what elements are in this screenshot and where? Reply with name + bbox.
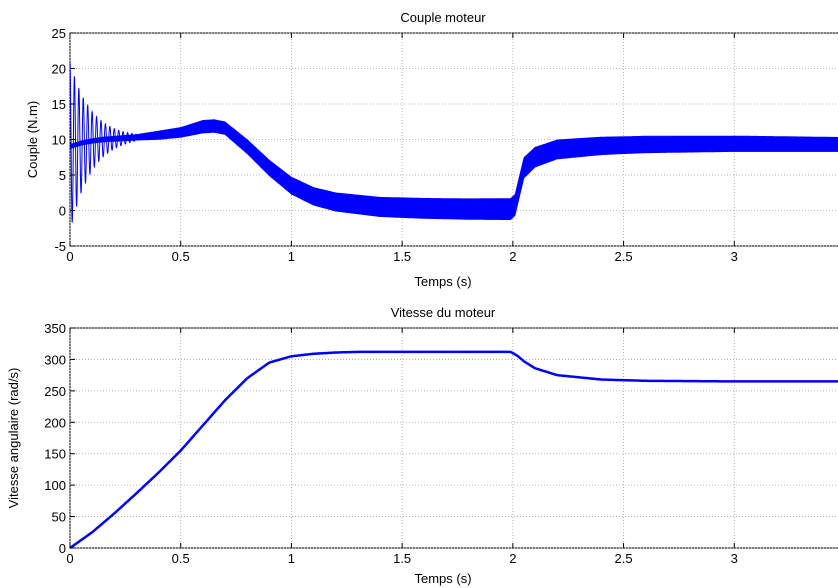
torque-y-tick-label: 5	[59, 168, 66, 183]
speed-y-tick-label: 350	[44, 321, 66, 336]
speed-x-tick-label: 0.5	[172, 551, 190, 566]
torque-y-tick-label: 15	[52, 97, 66, 112]
torque-x-tick-label: 1.5	[393, 249, 411, 264]
torque-series	[69, 61, 838, 223]
torque-x-tick-label: 0.5	[172, 249, 190, 264]
torque-x-tick-label: 1	[288, 249, 295, 264]
torque-title: Couple moteur	[400, 10, 486, 25]
torque-x-tick-label: 3	[731, 249, 738, 264]
speed-series	[69, 350, 838, 550]
speed-x-tick-label: 2	[509, 551, 516, 566]
torque-y-tick-label: 0	[59, 204, 66, 219]
speed-x-tick-label: 1	[288, 551, 295, 566]
torque-y-tick-label: 20	[52, 62, 66, 77]
speed-axes-frame	[69, 327, 838, 549]
torque-x-axis-label: Temps (s)	[414, 274, 471, 289]
torque-x-tick-label: 2	[509, 249, 516, 264]
torque-transient-line	[69, 61, 137, 223]
speed-x-axis-label: Temps (s)	[414, 571, 471, 586]
speed-y-tick-label: 200	[44, 415, 66, 430]
speed-x-tick-label: 1.5	[393, 551, 411, 566]
speed-y-axis-label: Vitesse angulaire (rad/s)	[6, 368, 21, 509]
speed-y-tick-label: 150	[44, 447, 66, 462]
speed-y-tick-label: 250	[44, 384, 66, 399]
speed-y-tick-label: 0	[59, 541, 66, 556]
torque-x-tick-label: 0	[66, 249, 73, 264]
torque-y-tick-label: -5	[54, 239, 66, 254]
torque-y-axis-label: Couple (N.m)	[25, 101, 40, 178]
speed-y-tick-label: 300	[44, 352, 66, 367]
speed-y-tick-label: 50	[52, 510, 66, 525]
speed-x-tick-label: 0	[66, 551, 73, 566]
speed-x-tick-label: 2.5	[615, 551, 633, 566]
torque-band	[69, 119, 838, 220]
speed-ticks: 0 0.5 1 1.5 2 2.5 3 0 50 100 150 200 250 300 350	[44, 321, 738, 566]
speed-title: Vitesse du moteur	[391, 305, 496, 320]
torque-y-tick-label: 10	[52, 133, 66, 148]
speed-x-tick-label: 3	[731, 551, 738, 566]
speed-y-tick-label: 100	[44, 478, 66, 493]
speed-grid	[69, 327, 838, 549]
torque-y-tick-label: 25	[52, 26, 66, 41]
speed-line	[69, 350, 838, 550]
torque-x-tick-label: 2.5	[615, 249, 633, 264]
speed-subplot: 0 0.5 1 1.5 2 2.5 3 0 50 100 150 200 250 300 350 Vites…	[6, 305, 838, 586]
